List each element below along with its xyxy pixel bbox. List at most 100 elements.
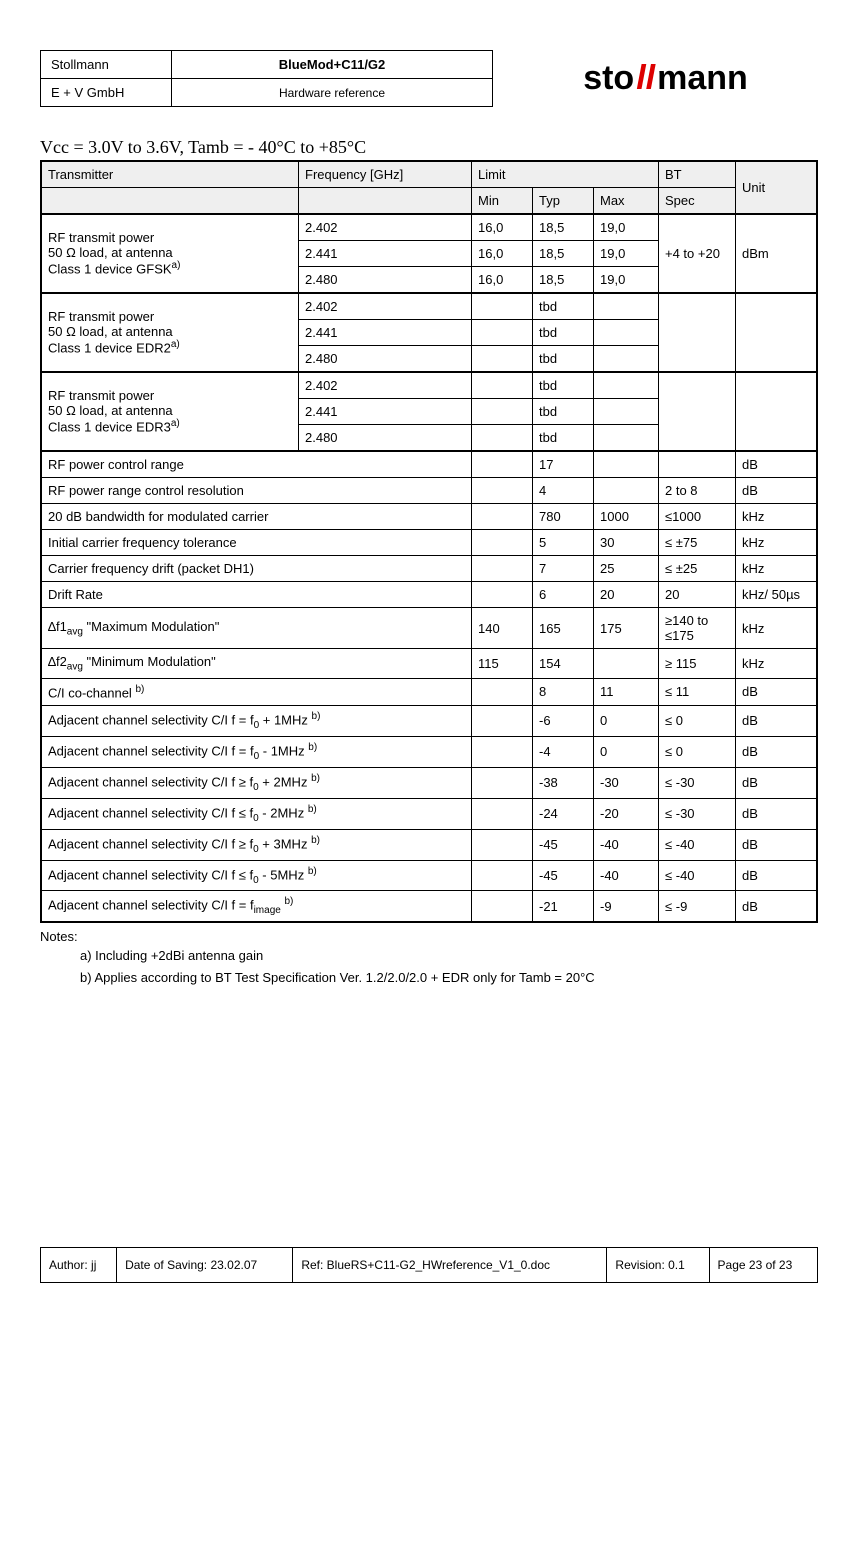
cell-max: 20: [594, 582, 659, 608]
cell-freq: 2.441: [299, 320, 472, 346]
cell-unit: dB: [736, 891, 818, 922]
footer-page: Page 23 of 23: [709, 1248, 817, 1283]
cell-min: [472, 320, 533, 346]
cell-typ: 4: [533, 478, 594, 504]
cell-max: 0: [594, 736, 659, 767]
cell-unit: dB: [736, 678, 818, 705]
cell-freq: 2.480: [299, 425, 472, 452]
cell-max: -30: [594, 767, 659, 798]
table-row: RF power control range17dB: [41, 451, 817, 478]
cell-typ: tbd: [533, 346, 594, 373]
cell-typ: tbd: [533, 399, 594, 425]
cell-max: [594, 425, 659, 452]
table-row: RF transmit power 50 Ω load, at antenna …: [41, 372, 817, 399]
cell-min: [472, 425, 533, 452]
logo-part-1: sto: [583, 59, 634, 98]
cell-label: Adjacent channel selectivity C/I f ≤ f0 …: [41, 860, 472, 891]
cell-label: Adjacent channel selectivity C/I f ≥ f0 …: [41, 767, 472, 798]
footer-table: Author: jj Date of Saving: 23.02.07 Ref:…: [40, 1247, 818, 1283]
cell-bt: ≥140 to ≤175: [659, 608, 736, 649]
th-bt: BT: [659, 161, 736, 188]
group3-bt: [659, 372, 736, 451]
cell-typ: -24: [533, 798, 594, 829]
cell-unit: kHz: [736, 608, 818, 649]
cell-max: -20: [594, 798, 659, 829]
cell-max: 19,0: [594, 241, 659, 267]
cell-bt: ≤ 11: [659, 678, 736, 705]
cell-unit: dB: [736, 451, 818, 478]
cell-unit: dB: [736, 478, 818, 504]
cell-label: Adjacent channel selectivity C/I f ≤ f0 …: [41, 798, 472, 829]
cell-min: [472, 346, 533, 373]
cell-unit: kHz: [736, 530, 818, 556]
cell-unit: dB: [736, 705, 818, 736]
cell-unit: kHz: [736, 504, 818, 530]
table-header-row-1: Transmitter Frequency [GHz] Limit BT Uni…: [41, 161, 817, 188]
cell-max: 0: [594, 705, 659, 736]
group1-label: RF transmit power 50 Ω load, at antenna …: [41, 214, 299, 293]
cell-typ: -21: [533, 891, 594, 922]
cell-bt: ≤ -40: [659, 860, 736, 891]
note-a: a) Including +2dBi antenna gain: [80, 946, 818, 966]
table-row: Adjacent channel selectivity C/I f ≤ f0 …: [41, 860, 817, 891]
cell-min: [472, 556, 533, 582]
cell-label: RF power control range: [41, 451, 472, 478]
footer-date: Date of Saving: 23.02.07: [117, 1248, 293, 1283]
cell-max: [594, 649, 659, 679]
cell-bt: ≤ -30: [659, 798, 736, 829]
footer-author: Author: jj: [41, 1248, 117, 1283]
cell-min: [472, 372, 533, 399]
group1-unit: dBm: [736, 214, 818, 293]
cell-freq: 2.402: [299, 214, 472, 241]
header-division: E + V GmbH: [41, 79, 172, 107]
notes-title: Notes:: [40, 929, 818, 944]
cell-min: [472, 399, 533, 425]
th-typ: Typ: [533, 188, 594, 215]
cell-typ: tbd: [533, 372, 594, 399]
cell-freq: 2.441: [299, 399, 472, 425]
cell-min: 140: [472, 608, 533, 649]
cell-freq: 2.441: [299, 241, 472, 267]
table-row: Drift Rate62020kHz/ 50µs: [41, 582, 817, 608]
spec-table: Transmitter Frequency [GHz] Limit BT Uni…: [40, 160, 818, 923]
cell-min: [472, 705, 533, 736]
cell-min: 16,0: [472, 241, 533, 267]
cell-bt: 20: [659, 582, 736, 608]
cell-bt: ≤ -40: [659, 829, 736, 860]
cell-max: 175: [594, 608, 659, 649]
cell-label: Adjacent channel selectivity C/I f = fim…: [41, 891, 472, 922]
table-row: Initial carrier frequency tolerance530≤ …: [41, 530, 817, 556]
table-header-row-2: Min Typ Max Spec: [41, 188, 817, 215]
cell-max: 25: [594, 556, 659, 582]
cell-bt: ≤1000: [659, 504, 736, 530]
cell-min: [472, 504, 533, 530]
cell-min: [472, 736, 533, 767]
cell-max: [594, 372, 659, 399]
table-row: RF transmit power 50 Ω load, at antenna …: [41, 214, 817, 241]
cell-min: [472, 582, 533, 608]
cell-unit: dB: [736, 829, 818, 860]
cell-max: -40: [594, 860, 659, 891]
table-row: Adjacent channel selectivity C/I f ≤ f0 …: [41, 798, 817, 829]
cell-label: Initial carrier frequency tolerance: [41, 530, 472, 556]
cell-label: ∆f2avg "Minimum Modulation": [41, 649, 472, 679]
cell-min: [472, 293, 533, 320]
cell-typ: -6: [533, 705, 594, 736]
cell-bt: ≤ 0: [659, 705, 736, 736]
cell-max: [594, 478, 659, 504]
cell-max: 19,0: [594, 214, 659, 241]
cell-bt: ≤ ±75: [659, 530, 736, 556]
cell-max: 19,0: [594, 267, 659, 294]
cell-bt: ≤ 0: [659, 736, 736, 767]
cell-label: Adjacent channel selectivity C/I f = f0 …: [41, 705, 472, 736]
cell-max: [594, 399, 659, 425]
cell-typ: 165: [533, 608, 594, 649]
group2-bt: [659, 293, 736, 372]
group3-label: RF transmit power 50 Ω load, at antenna …: [41, 372, 299, 451]
note-b: b) Applies according to BT Test Specific…: [80, 968, 818, 988]
cell-max: [594, 320, 659, 346]
cell-typ: 780: [533, 504, 594, 530]
cell-freq: 2.402: [299, 293, 472, 320]
table-row: Carrier frequency drift (packet DH1)725≤…: [41, 556, 817, 582]
cell-max: -9: [594, 891, 659, 922]
